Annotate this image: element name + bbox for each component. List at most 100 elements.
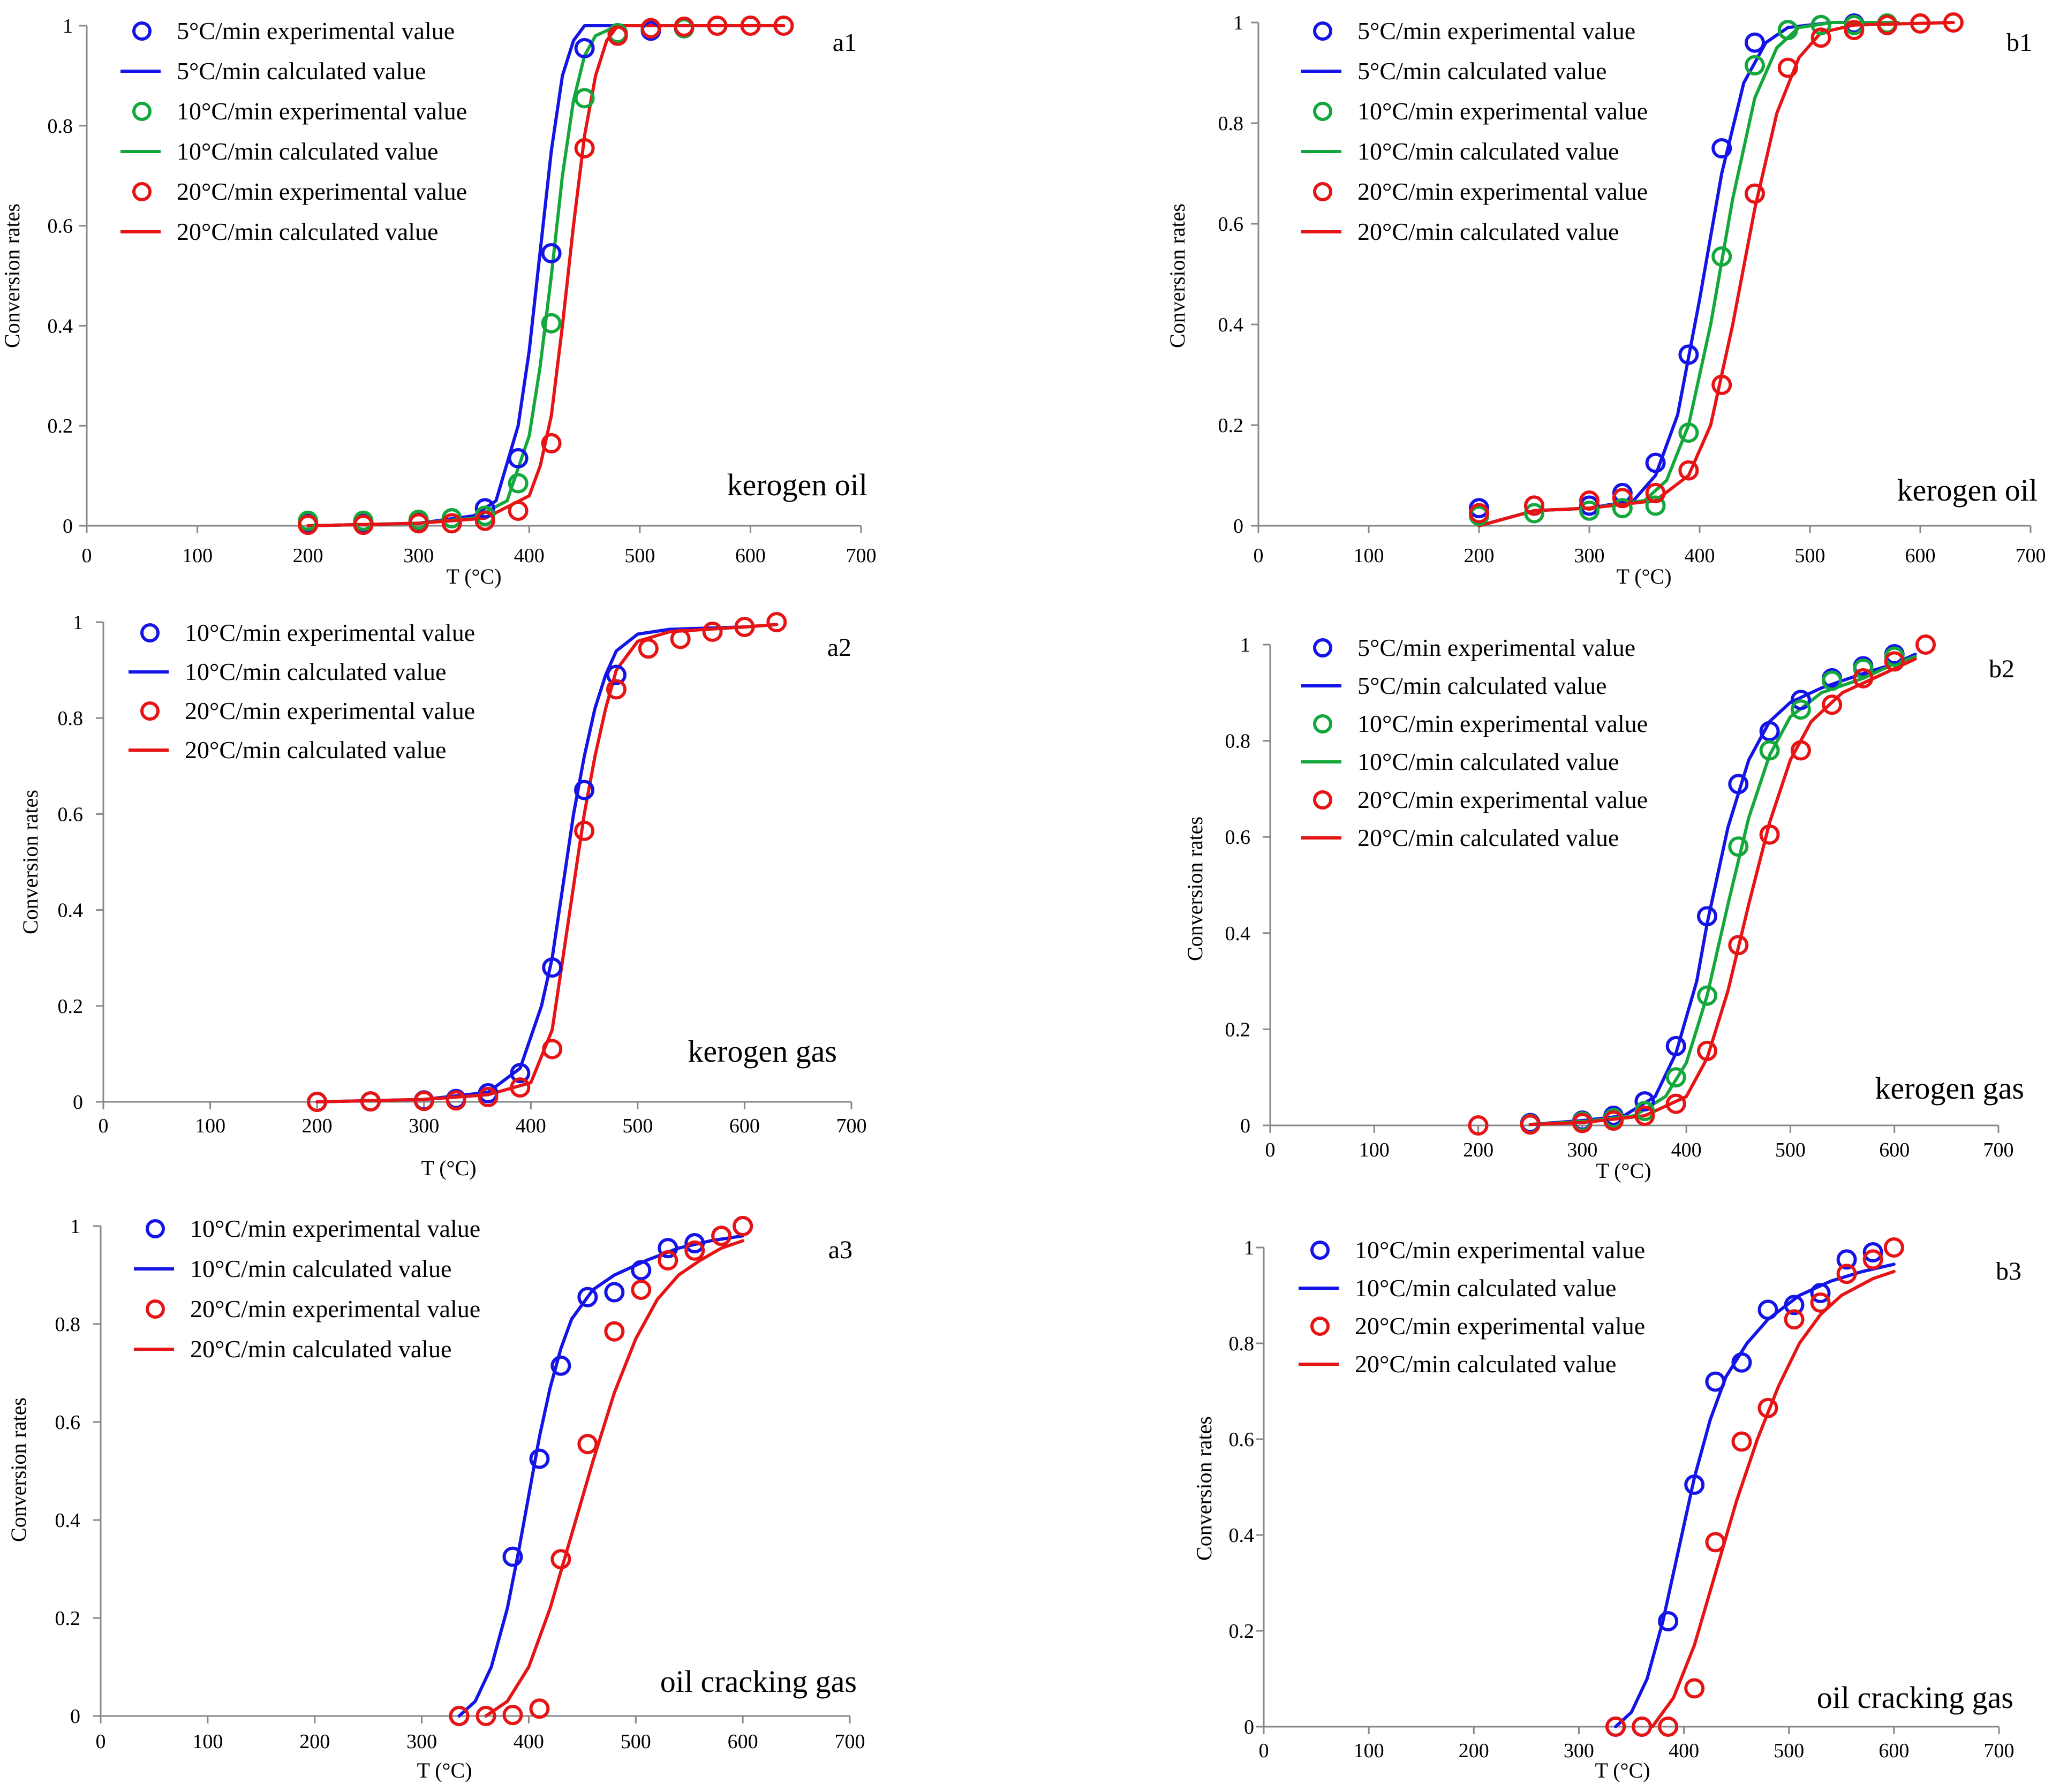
data-point-blue: [574, 780, 595, 800]
y-tick-label: 0.6: [48, 215, 73, 238]
y-tick-label: 0: [1233, 515, 1243, 538]
data-point-green: [1759, 740, 1780, 761]
legend-marker: [146, 1219, 165, 1238]
panel-annotation: kerogen gas: [688, 1034, 837, 1069]
x-tick-label: 500: [1795, 545, 1825, 567]
data-point-blue: [1862, 1242, 1883, 1262]
panel-annotation: oil cracking gas: [660, 1664, 857, 1699]
y-axis-label: Conversion rates: [6, 1397, 31, 1542]
data-point-blue: [1658, 1611, 1679, 1632]
y-tick-label: 0.8: [1218, 112, 1244, 135]
x-tick-label: 200: [299, 1730, 330, 1753]
x-tick-label: 100: [1354, 545, 1384, 567]
panel-label: a2: [827, 633, 851, 662]
data-point-red: [1665, 1093, 1686, 1114]
data-point-red: [1658, 1717, 1679, 1737]
y-tick-label: 1: [70, 1215, 80, 1238]
legend-marker: [140, 623, 160, 642]
y-tick-label: 0.8: [48, 115, 73, 138]
data-point-blue: [604, 1282, 625, 1303]
panel-label: b2: [1989, 655, 2015, 683]
data-point-red: [1705, 1532, 1726, 1553]
data-point-green: [1790, 699, 1811, 720]
x-tick-label: 0: [1265, 1139, 1276, 1161]
legend-marker: [1313, 790, 1332, 810]
x-tick-label: 200: [302, 1115, 333, 1137]
legend-label: 10°C/min calculated value: [1357, 748, 1619, 775]
data-point-red: [502, 1705, 523, 1726]
x-tick-label: 600: [1879, 1139, 1910, 1161]
data-point-red: [606, 679, 627, 700]
data-point-red: [1711, 374, 1732, 395]
legend-label: 10°C/min calculated value: [1357, 138, 1619, 165]
legend-marker: [1310, 1317, 1330, 1336]
data-point-red: [1862, 1249, 1883, 1270]
y-tick-label: 0.4: [1229, 1524, 1255, 1547]
data-point-red: [1632, 1717, 1653, 1737]
data-point-blue: [574, 38, 595, 59]
x-tick-label: 200: [1464, 545, 1495, 567]
data-point-blue: [1757, 1299, 1778, 1320]
data-point-red: [353, 515, 374, 535]
x-axis-label: T (°C): [1616, 564, 1671, 588]
data-point-red: [446, 1090, 466, 1111]
legend-marker: [140, 701, 160, 721]
data-point-red: [542, 1039, 563, 1060]
data-point-green: [1612, 498, 1633, 519]
x-tick-label: 600: [728, 1730, 758, 1753]
y-tick-label: 0.2: [1229, 1620, 1255, 1643]
data-point-red: [1572, 1113, 1593, 1133]
data-point-blue: [474, 498, 495, 519]
data-point-green: [1853, 658, 1874, 679]
data-point-red: [1678, 460, 1699, 481]
legend-label: 20°C/min calculated value: [1355, 1350, 1616, 1378]
legend-label: 10°C/min experimental value: [177, 97, 467, 125]
x-tick-label: 500: [621, 1730, 651, 1753]
x-tick-label: 600: [735, 545, 766, 567]
data-point-red: [740, 16, 761, 36]
x-tick-label: 700: [846, 545, 877, 567]
data-point-red: [1910, 13, 1930, 34]
chart-b1: 0 100 200 300 400 500 600 700 0 0.2 0.4 0.6 0.8 1 T (°…: [1165, 12, 2046, 588]
x-tick-label: 300: [406, 1730, 437, 1753]
data-point-red: [1853, 668, 1874, 689]
data-point-red: [1645, 482, 1666, 503]
data-point-red: [1884, 651, 1905, 672]
data-point-red: [298, 515, 319, 535]
data-point-red: [1759, 824, 1780, 845]
data-point-blue: [606, 664, 627, 685]
data-point-blue: [658, 1238, 678, 1259]
data-point-red: [773, 16, 794, 36]
legend-label: 20°C/min experimental value: [185, 697, 475, 724]
x-axis-label: T (°C): [1595, 1758, 1650, 1782]
data-point-green: [1524, 503, 1544, 524]
x-tick-label: 0: [99, 1115, 109, 1137]
y-tick-label: 0.6: [1229, 1428, 1255, 1451]
panel-annotation: kerogen oil: [1897, 473, 2038, 508]
data-point-red: [1469, 503, 1489, 524]
data-point-blue: [1784, 1295, 1805, 1315]
legend-label: 5°C/min calculated value: [1357, 57, 1606, 85]
y-tick-label: 0.4: [58, 899, 84, 922]
y-axis-label: Conversion rates: [1165, 203, 1189, 348]
data-point-red: [1757, 1397, 1778, 1418]
panel-label: b3: [1996, 1257, 2021, 1286]
data-point-green: [1579, 500, 1600, 521]
x-tick-label: 500: [622, 1115, 653, 1137]
data-point-blue: [1790, 690, 1811, 710]
data-point-green: [1745, 55, 1765, 75]
series-line-blue: [306, 24, 708, 527]
x-tick-label: 0: [1259, 1740, 1269, 1762]
series-line-blue: [315, 623, 779, 1103]
data-point-red: [711, 1226, 732, 1246]
x-axis-label: T (°C): [421, 1156, 476, 1180]
legend-label: 20°C/min experimental value: [177, 178, 467, 205]
data-point-red: [541, 433, 562, 453]
y-tick-label: 0.4: [1218, 314, 1244, 336]
y-tick-label: 0: [70, 1705, 80, 1728]
chart-a3: 0 100 200 300 400 500 600 700 0 0.2 0.4 0.6 0.8 1 T (°…: [6, 1215, 865, 1782]
data-point-red: [413, 1091, 434, 1112]
data-point-red: [1810, 27, 1831, 48]
y-tick-label: 0.6: [55, 1411, 81, 1434]
data-point-red: [1790, 740, 1811, 761]
